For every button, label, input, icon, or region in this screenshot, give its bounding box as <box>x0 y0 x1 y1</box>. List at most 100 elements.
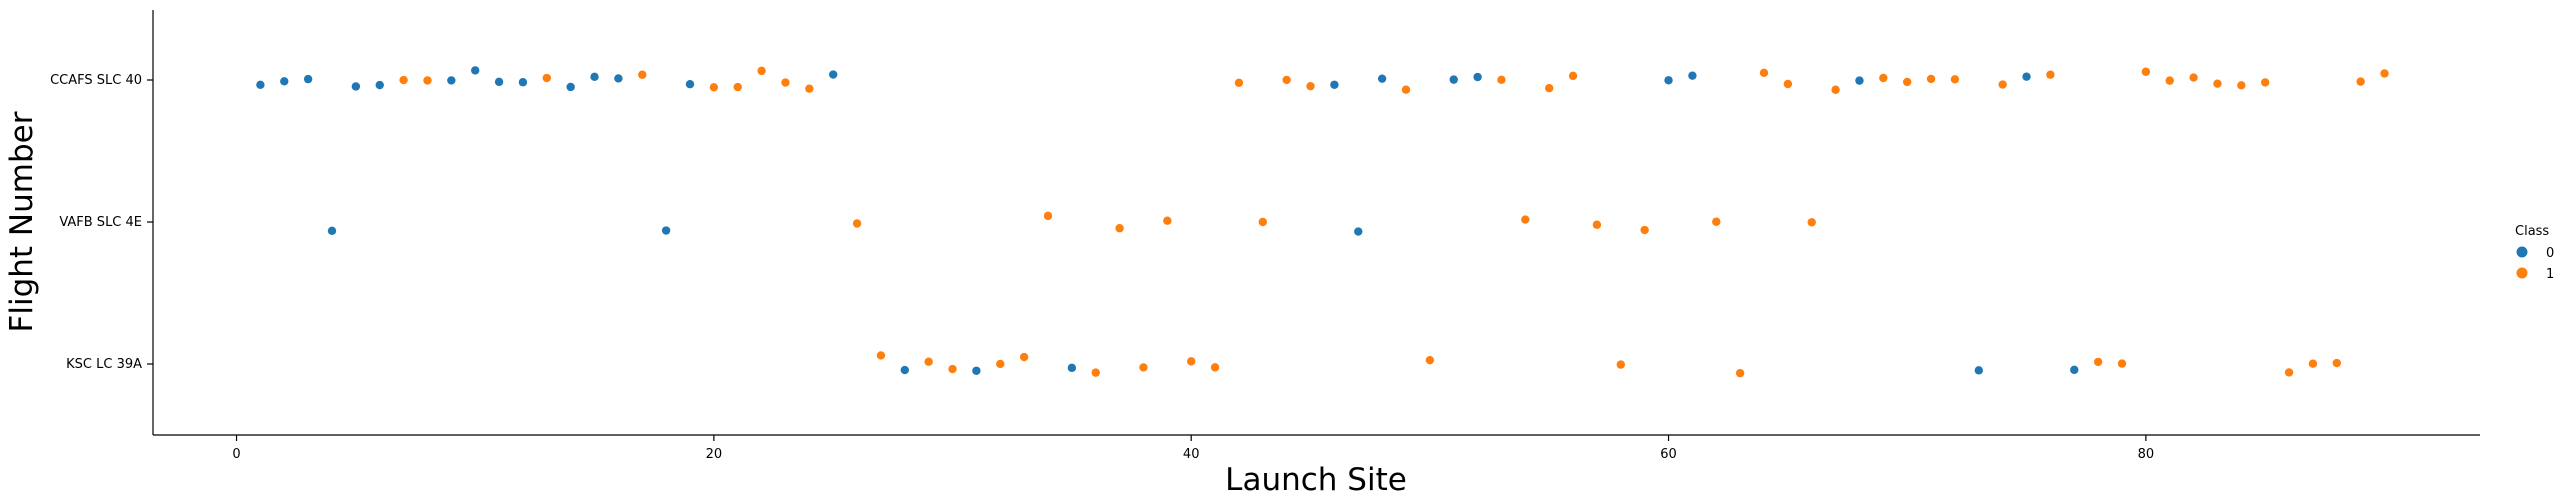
scatter-point <box>1783 79 1793 89</box>
scatter-point <box>661 226 671 235</box>
scatter-point <box>1401 85 1411 94</box>
scatter-point <box>1664 76 1673 85</box>
legend-marker <box>2516 267 2528 279</box>
scatter-point <box>2117 359 2127 368</box>
scatter-point <box>1234 78 1244 87</box>
y-ticks: CCAFS SLC 40 VAFB SLC 4E KSC LC 39A <box>50 73 153 372</box>
scatter-point <box>757 66 766 76</box>
scatter-point <box>1497 75 1506 85</box>
scatter-point <box>1354 227 1363 236</box>
x-tick-label: 60 <box>1660 447 1677 462</box>
scatter-point <box>1735 368 1745 378</box>
scatter-point <box>1926 74 1936 84</box>
scatter-point <box>1521 215 1530 224</box>
scatter-point <box>2380 69 2389 78</box>
x-tick-label: 0 <box>232 447 240 462</box>
y-tick-label: CCAFS SLC 40 <box>50 73 142 88</box>
scatter-point <box>638 70 647 79</box>
scatter-point <box>1282 75 1291 85</box>
scatter-point <box>733 82 742 92</box>
scatter-point <box>2070 365 2079 375</box>
scatter-point <box>518 78 528 87</box>
scatter-point <box>924 357 933 366</box>
scatter-point <box>805 84 814 93</box>
y-tick-label: KSC LC 39A <box>66 357 142 372</box>
scatter-point <box>1974 366 1984 375</box>
scatter-point <box>1115 224 1124 233</box>
scatter-point <box>1712 217 1721 226</box>
scatter-point <box>327 226 337 236</box>
scatter-point <box>948 364 957 374</box>
scatter-point <box>303 74 313 84</box>
y-axis-label: Flight Number <box>4 111 40 332</box>
scatter-point <box>1879 73 1888 83</box>
scatter-point <box>829 70 838 79</box>
scatter-point <box>494 77 504 87</box>
scatter-point <box>1855 76 1864 85</box>
scatter-point <box>2284 368 2294 377</box>
scatter-point <box>566 82 575 92</box>
scatter-point <box>399 75 408 85</box>
scatter-point <box>375 80 384 90</box>
scatter-point <box>471 66 480 75</box>
scatter-point <box>590 72 599 82</box>
scatter-point <box>2356 77 2365 86</box>
scatter-point <box>351 82 361 91</box>
legend-title: Class <box>2515 224 2549 239</box>
x-tick-label: 40 <box>1183 447 1200 462</box>
scatter-point <box>542 73 551 83</box>
scatter-point <box>2189 73 2198 82</box>
scatter-point <box>1449 75 1458 84</box>
scatter-point <box>1688 71 1697 80</box>
scatter-point <box>614 74 623 83</box>
scatter-point <box>1903 77 1912 87</box>
scatter-point <box>972 366 981 375</box>
scatter-point <box>1330 80 1339 89</box>
legend: Class 0 1 <box>2515 224 2554 282</box>
scatter-point <box>280 77 289 86</box>
scatter-point <box>1306 81 1315 91</box>
legend-label: 0 <box>2546 246 2554 261</box>
scatter-point <box>709 83 719 92</box>
x-ticks: 0 20 40 60 80 <box>232 435 2154 462</box>
scatter-point <box>1545 84 1554 93</box>
x-tick-label: 20 <box>706 447 723 462</box>
scatter-point <box>2261 78 2270 87</box>
scatter-point <box>2046 70 2055 79</box>
scatter-point <box>1258 217 1268 227</box>
legend-marker <box>2516 246 2528 258</box>
scatter-point <box>447 76 456 85</box>
scatter-point <box>1998 80 2007 89</box>
scatter-point <box>1067 363 1077 373</box>
scatter-point <box>900 365 909 375</box>
scatter-point <box>2093 357 2103 367</box>
scatter-point <box>852 219 862 228</box>
scatter-point <box>1592 220 1602 229</box>
data-points <box>256 66 2389 378</box>
legend-label: 1 <box>2546 267 2554 282</box>
scatter-point <box>1568 71 1578 81</box>
scatter-point <box>1473 72 1482 82</box>
scatter-point <box>1187 357 1196 366</box>
scatter-point <box>685 79 695 89</box>
scatter-point <box>2165 76 2174 85</box>
scatter-point <box>1163 216 1172 225</box>
scatter-point <box>996 359 1005 369</box>
scatter-point <box>1616 360 1626 369</box>
scatter-point <box>2213 79 2222 88</box>
y-tick-label: VAFB SLC 4E <box>59 215 142 230</box>
scatter-point <box>1425 355 1435 365</box>
scatter-point <box>2308 359 2318 368</box>
scatter-point <box>781 78 790 87</box>
scatter-point <box>1139 363 1148 372</box>
scatter-point <box>1043 211 1053 221</box>
scatter-point <box>2141 67 2151 76</box>
scatter-point <box>1377 74 1387 83</box>
scatter-point <box>1759 68 1769 77</box>
scatter-point <box>2332 358 2341 368</box>
scatter-point <box>1019 352 1029 362</box>
scatter-point <box>423 76 432 85</box>
scatter-point <box>1950 75 1960 84</box>
scatter-point <box>1831 85 1840 94</box>
